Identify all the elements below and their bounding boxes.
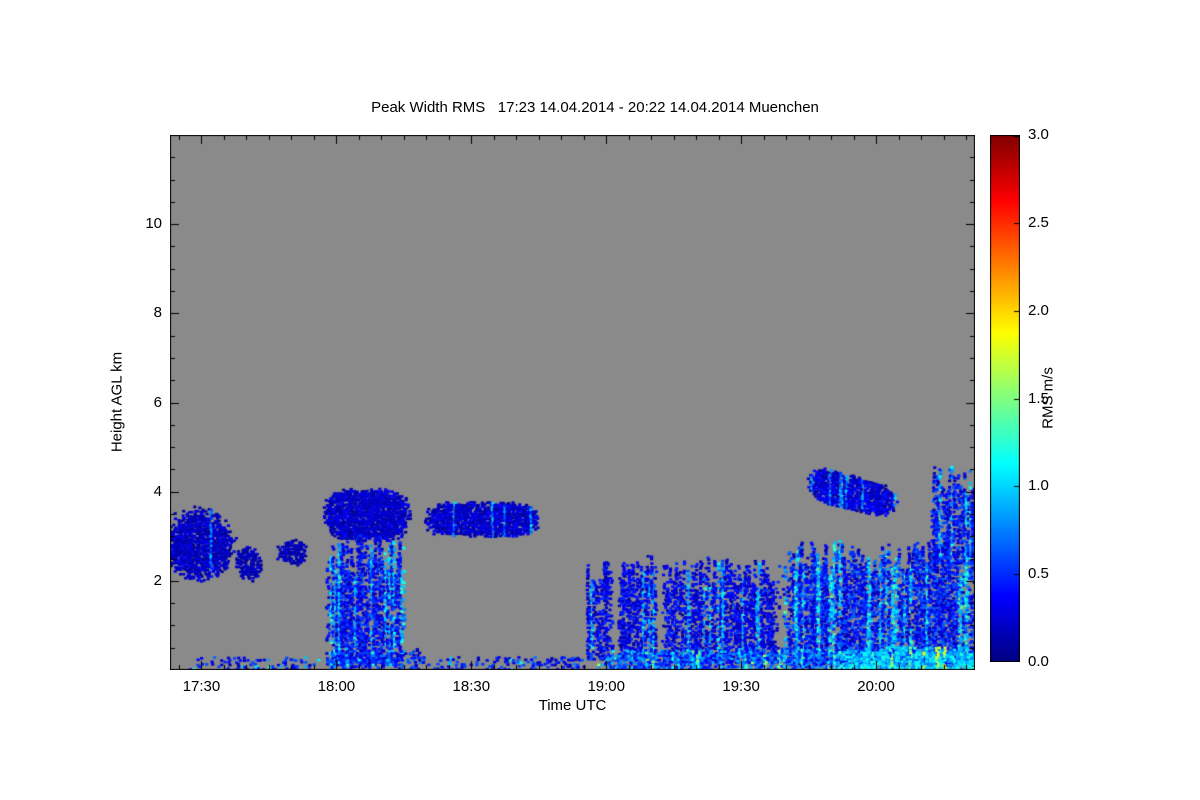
colorbar-tick-label: 3.0	[1028, 126, 1049, 143]
x-tick-label: 20:00	[857, 678, 895, 695]
x-tick-label: 18:00	[317, 678, 356, 695]
colorbar-tick-label: 0.5	[1028, 565, 1049, 583]
chart-title: Peak Width RMS 17:23 14.04.2014 - 20:22 …	[371, 99, 819, 116]
x-tick-label: 19:00	[587, 678, 625, 695]
y-tick-label: 10	[145, 215, 162, 233]
y-tick-label: 2	[153, 571, 162, 589]
y-tick-label: 8	[153, 304, 162, 322]
x-tick-label: 19:30	[722, 678, 760, 695]
y-axis-label: Height AGL km	[108, 351, 126, 453]
x-axis-label: Time UTC	[538, 697, 607, 714]
colorbar-tick-label: 1.0	[1028, 477, 1049, 495]
colorbar-label: RMS m/s	[1039, 367, 1057, 429]
y-tick-label: 4	[153, 482, 162, 500]
y-tick-label: 6	[153, 393, 162, 411]
colorbar-tick-label: 2.5	[1028, 213, 1049, 231]
colorbar-tick-label: 2.0	[1028, 301, 1049, 319]
x-tick-label: 17:30	[182, 678, 221, 695]
x-tick-label: 18:30	[452, 678, 491, 695]
plot-canvas	[170, 135, 975, 670]
colorbar-tick-label: 0.0	[1028, 653, 1049, 670]
colorbar-canvas	[990, 135, 1020, 662]
colorbar-tick-label: 1.5	[1028, 389, 1049, 407]
